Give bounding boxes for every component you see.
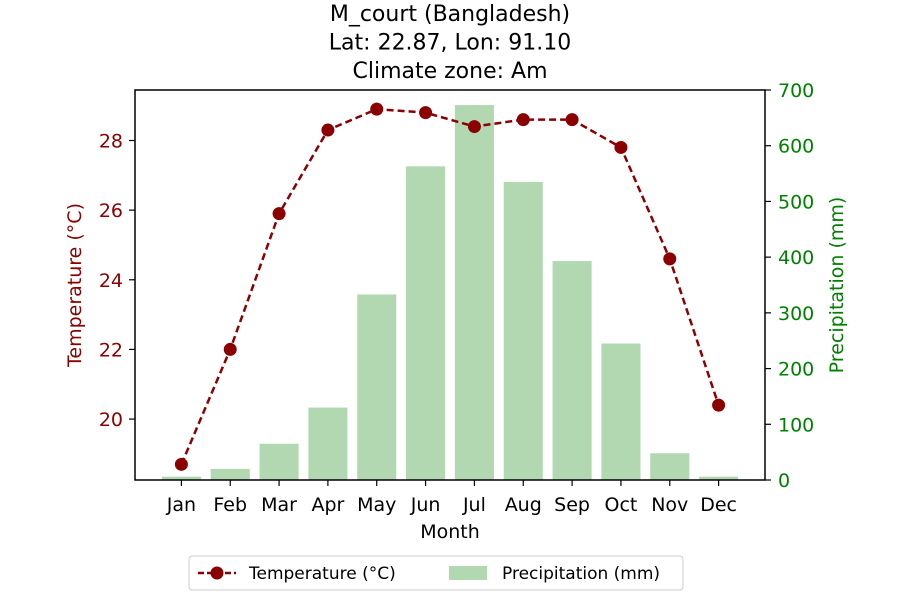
temperature-point-apr	[321, 123, 335, 137]
temperature-point-mar	[272, 207, 286, 221]
precipitation-tick-label-0: 0	[778, 470, 790, 492]
x-tick-label-jan: Jan	[166, 494, 196, 516]
precipitation-bar-feb	[210, 468, 250, 480]
precipitation-tick-label-700: 700	[778, 80, 814, 102]
temperature-tick-label-28: 28	[99, 130, 123, 152]
precipitation-bar-oct	[601, 343, 641, 480]
temperature-point-jul	[467, 120, 481, 134]
precipitation-bar-dec	[699, 476, 739, 480]
x-axis-label: Month	[420, 521, 480, 543]
legend-temperature-label: Temperature (°C)	[248, 564, 396, 584]
legend-precipitation-swatch	[449, 566, 487, 580]
chart-title: M_court (Bangladesh) Lat: 22.87, Lon: 91.…	[329, 2, 571, 84]
x-tick-label-oct: Oct	[605, 494, 638, 516]
temperature-point-may	[370, 102, 384, 116]
precipitation-tick-label-300: 300	[778, 303, 814, 325]
x-tick-label-jul: Jul	[462, 494, 486, 516]
temperature-series-line	[180, 107, 720, 465]
temperature-line	[174, 102, 726, 471]
x-tick-label-sep: Sep	[554, 494, 590, 516]
chart-title-line-2: Lat: 22.87, Lon: 91.10	[329, 31, 571, 56]
x-tick-label-mar: Mar	[261, 494, 297, 516]
precipitation-bar-mar	[259, 443, 299, 480]
x-axis: Jan Feb Mar Apr May Jun Jul Aug Sep Oct Nov Dec	[166, 480, 737, 516]
plot-frame	[134, 89, 766, 481]
temperature-point-feb	[223, 342, 237, 356]
precipitation-tick-label-200: 200	[778, 359, 814, 381]
precipitation-bar-jan	[161, 476, 201, 480]
x-tick-label-nov: Nov	[651, 494, 688, 516]
temperature-point-jun	[419, 106, 433, 120]
temperature-axis: 20 22 24 26 28	[99, 130, 135, 431]
legend: Temperature (°C) Precipitation (mm)	[188, 555, 684, 591]
x-tick-label-aug: Aug	[505, 494, 542, 516]
temperature-point-nov	[663, 252, 677, 266]
precipitation-bar-aug	[503, 181, 543, 480]
temperature-point-dec	[712, 398, 726, 412]
precipitation-bars	[161, 105, 739, 481]
chart-title-line-3: Climate zone: Am	[352, 59, 547, 84]
precipitation-axis-label: Precipitation (mm)	[826, 197, 848, 374]
precipitation-bar-apr	[308, 407, 348, 480]
x-tick-label-jun: Jun	[410, 494, 441, 516]
precipitation-tick-label-600: 600	[778, 136, 814, 158]
legend-precipitation-label: Precipitation (mm)	[502, 564, 660, 584]
chart-title-line-1: M_court (Bangladesh)	[330, 2, 570, 27]
legend-temperature-marker-swatch	[210, 566, 224, 580]
x-tick-label-dec: Dec	[700, 494, 737, 516]
precipitation-bar-may	[357, 294, 397, 480]
x-tick-label-apr: Apr	[311, 494, 344, 516]
temperature-tick-label-26: 26	[99, 200, 123, 222]
temperature-point-oct	[614, 140, 628, 154]
temperature-tick-label-22: 22	[99, 339, 123, 361]
temperature-point-aug	[516, 113, 530, 127]
temperature-axis-label: Temperature (°C)	[64, 203, 86, 368]
x-tick-label-feb: Feb	[213, 494, 247, 516]
legend-box	[188, 555, 684, 591]
precipitation-bar-sep	[552, 261, 592, 480]
temperature-tick-label-20: 20	[99, 409, 123, 431]
precipitation-bar-jun	[406, 166, 446, 481]
precipitation-tick-label-100: 100	[778, 414, 814, 436]
precipitation-tick-label-400: 400	[778, 247, 814, 269]
temperature-tick-label-24: 24	[99, 270, 123, 292]
temperature-point-jan	[174, 457, 188, 471]
precipitation-axis: 0 100 200 300 400 500 600 700	[765, 80, 814, 492]
x-tick-label-may: May	[357, 494, 396, 516]
precipitation-bar-jul	[454, 105, 494, 481]
precipitation-bar-nov	[650, 453, 690, 480]
temperature-point-sep	[565, 113, 579, 127]
precipitation-tick-label-500: 500	[778, 191, 814, 213]
